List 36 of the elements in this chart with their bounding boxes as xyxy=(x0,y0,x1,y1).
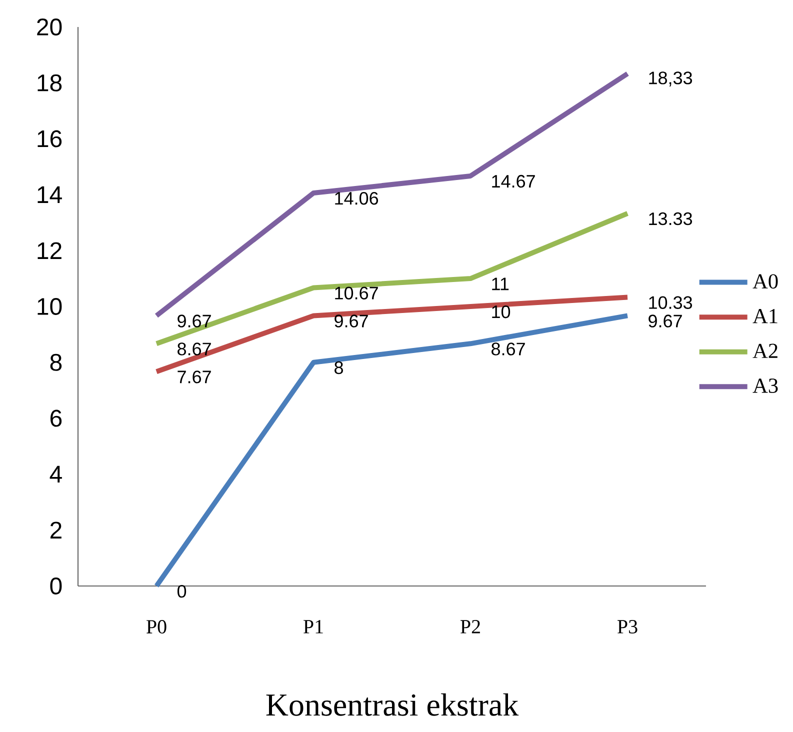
data-label: 10 xyxy=(492,305,510,318)
legend-label: A0 xyxy=(752,274,778,289)
data-label: 8.67 xyxy=(178,342,211,356)
legend-label: A3 xyxy=(752,378,778,393)
y-tick-label: 6 xyxy=(50,410,62,427)
data-label: 9.67 xyxy=(334,314,368,328)
data-label: 7.67 xyxy=(178,370,211,384)
y-tick-label: 4 xyxy=(50,466,62,482)
data-label: 18,33 xyxy=(649,72,692,86)
data-label: 10.67 xyxy=(335,286,378,300)
y-tick-label: 20 xyxy=(37,18,62,36)
data-label: 0 xyxy=(177,584,186,598)
data-label: 14.06 xyxy=(335,192,378,205)
data-label: 9.67 xyxy=(178,314,211,328)
data-label: 14.67 xyxy=(492,174,535,188)
x-tick-label: P1 xyxy=(304,620,323,634)
x-tick-label: P2 xyxy=(460,620,480,634)
x-axis-title: Konsentrasi ekstrak xyxy=(266,693,519,716)
legend-label: A2 xyxy=(752,344,778,358)
data-label: 13.33 xyxy=(649,212,692,226)
x-tick-label: P3 xyxy=(618,620,638,634)
data-label: 9.67 xyxy=(648,314,682,328)
data-label: 10.33 xyxy=(649,296,692,309)
data-label: 11 xyxy=(492,278,509,290)
y-tick-label: 10 xyxy=(38,298,62,315)
y-tick-label: 14 xyxy=(38,186,62,203)
data-label: 8.67 xyxy=(492,342,525,356)
y-tick-label: 12 xyxy=(38,242,62,259)
y-tick-label: 16 xyxy=(38,130,62,148)
y-tick-label: 8 xyxy=(50,354,62,371)
data-label: 8 xyxy=(334,361,343,374)
y-tick-label: 2 xyxy=(50,522,62,538)
y-tick-label: 0 xyxy=(50,577,62,594)
y-tick-label: 18 xyxy=(38,74,62,92)
x-tick-label: P0 xyxy=(146,620,166,634)
legend-label: A1 xyxy=(752,309,778,324)
